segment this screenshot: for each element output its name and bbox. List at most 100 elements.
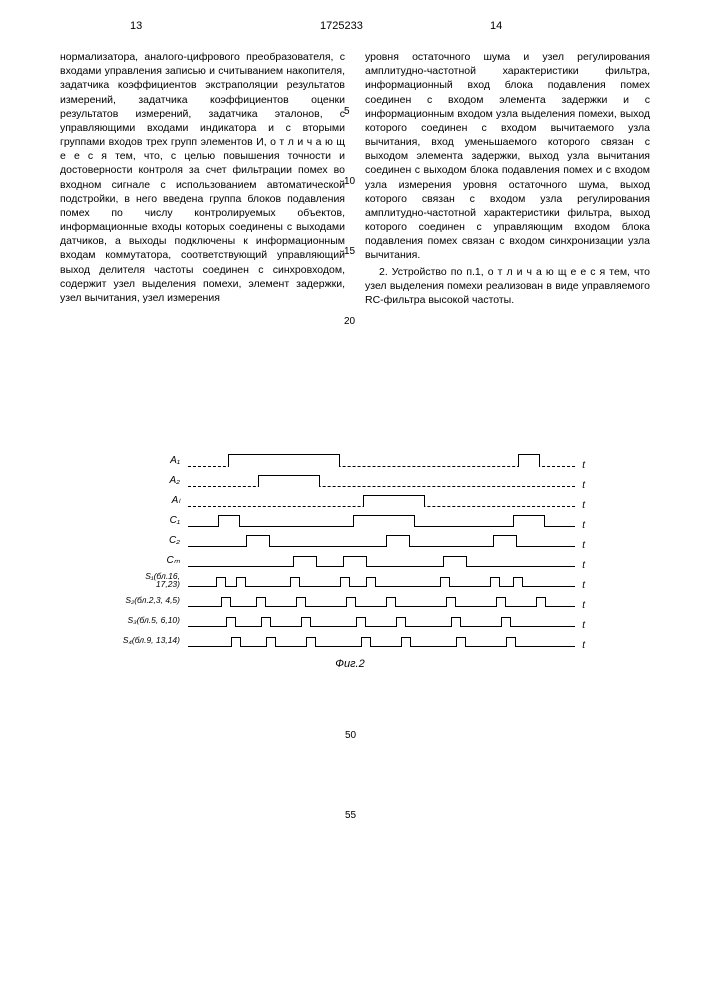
pulse [396,617,406,627]
signal-track: t [188,531,580,549]
pulse [513,515,545,527]
t-axis-label: t [582,540,585,551]
pulse [451,617,461,627]
signal-label: S₄(бл.9, 13,14) [120,636,188,645]
signal-label: Aₗ [120,495,188,506]
pulse [366,577,376,587]
pulse [301,617,311,627]
pulse [296,597,306,607]
signal-label: A₁ [120,455,188,466]
t-axis-label: t [582,500,585,511]
pulse [536,597,546,607]
signal-track: t [188,471,580,489]
signal-row: S₂(бл.2,3, 4,5)t [120,590,580,610]
pulse [218,515,240,527]
t-axis-label: t [582,620,585,631]
t-axis-label: t [582,460,585,471]
pulse [256,597,266,607]
pulse [386,597,396,607]
t-axis-label: t [582,600,585,611]
t-axis-label: t [582,480,585,491]
pulse [443,556,467,567]
pulse [440,577,450,587]
pulse [246,535,270,547]
pulse [353,515,415,527]
signal-row: S₄(бл.9, 13,14)t [120,630,580,650]
pulse [513,577,523,587]
line-marker-50: 50 [345,730,356,741]
pulse [506,637,516,647]
pulse [221,597,231,607]
signal-track: t [188,511,580,529]
pulse [293,556,317,567]
line-marker-5: 5 [344,105,350,119]
signal-track: t [188,591,580,609]
signal-label: S₁(бл.16, 17,23) [120,572,188,589]
pulse [401,637,411,647]
signal-label: Cₘ [120,555,188,566]
right-column: уровня остаточного шума и узел регулиров… [365,50,650,307]
pulse [446,597,456,607]
signal-row: S₃(бл.5, 6,10)t [120,610,580,630]
pulse [266,637,276,647]
baseline [188,566,575,567]
pulse [501,617,511,627]
pulse [258,475,320,487]
t-axis-label: t [582,580,585,591]
pulse [290,577,300,587]
pulse [456,637,466,647]
pulse [340,577,350,587]
signal-label: A₂ [120,475,188,486]
document-number: 1725233 [320,20,363,32]
pulse [361,637,371,647]
signal-label: C₁ [120,515,188,526]
t-axis-label: t [582,520,585,531]
baseline [188,606,575,607]
page-number-right: 14 [490,20,502,32]
page-number-left: 13 [130,20,142,32]
signal-label: C₂ [120,535,188,546]
line-marker-15: 15 [344,245,355,259]
signal-row: Cₘt [120,550,580,570]
pulse [261,617,271,627]
signal-row: S₁(бл.16, 17,23)t [120,570,580,590]
signal-row: A₂t [120,470,580,490]
signal-track: t [188,611,580,629]
line-marker-55: 55 [345,810,356,821]
pulse [386,535,410,547]
figure-label: Фиг.2 [120,658,580,670]
pulse [236,577,246,587]
signal-track: t [188,451,580,469]
right-column-text: уровня остаточного шума и узел регулиров… [365,51,650,261]
baseline [188,646,575,647]
signal-track: t [188,551,580,569]
t-axis-label: t [582,560,585,571]
pulse [231,637,241,647]
signal-row: A₁t [120,450,580,470]
timing-diagram: A₁tA₂tAₗtC₁tC₂tCₘtS₁(бл.16, 17,23)tS₂(бл… [120,450,580,670]
pulse [493,535,517,547]
signal-track: t [188,491,580,509]
pulse [306,637,316,647]
pulse [518,454,540,467]
signal-track: t [188,571,580,589]
pulse [226,617,236,627]
pulse [363,495,425,507]
t-axis-label: t [582,640,585,651]
pulse [490,577,500,587]
pulse [228,454,340,467]
patent-page: 13 1725233 14 нормализатора, аналого-циф… [0,0,707,1000]
baseline [188,626,575,627]
signal-track: t [188,631,580,649]
pulse [346,597,356,607]
pulse [496,597,506,607]
line-marker-20: 20 [344,315,355,329]
left-column: нормализатора, аналого-цифрового преобра… [60,50,345,307]
signal-label: S₂(бл.2,3, 4,5) [120,596,188,605]
signal-row: Aₗt [120,490,580,510]
signal-row: C₁t [120,510,580,530]
pulse [356,617,366,627]
baseline [188,486,575,487]
claim-2-text: 2. Устройство по п.1, о т л и ч а ю щ е … [365,265,650,308]
line-marker-10: 10 [344,175,355,189]
